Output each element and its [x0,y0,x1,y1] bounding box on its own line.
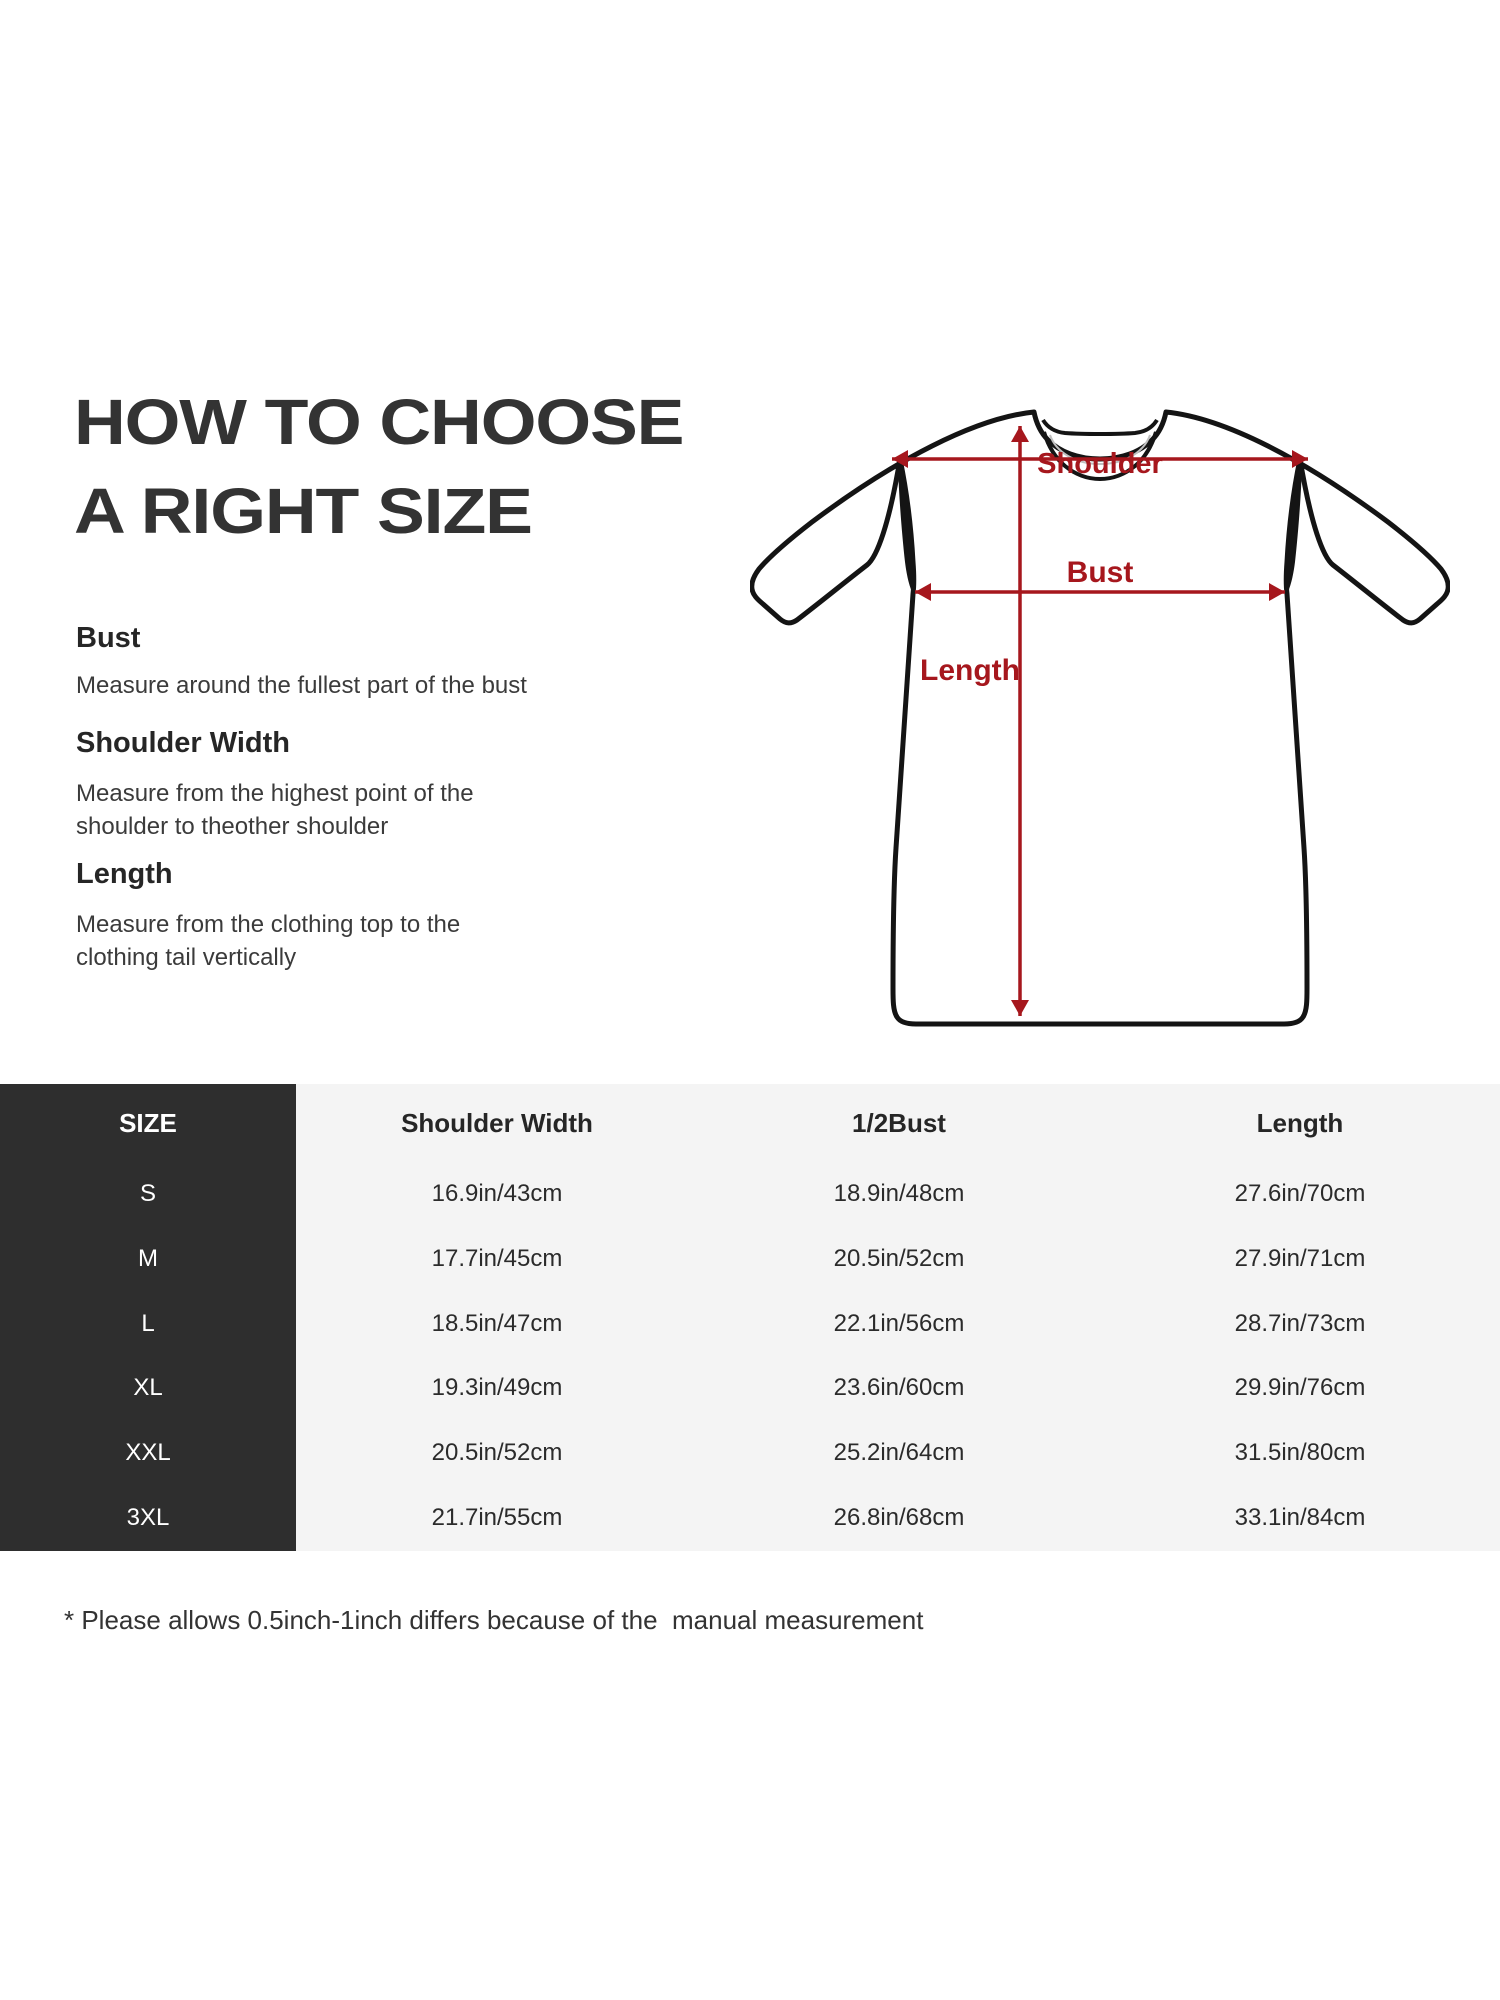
svg-text:Length: Length [920,654,1020,687]
svg-text:Shoulder: Shoulder [1037,448,1163,480]
svg-text:Bust: Bust [1067,556,1134,589]
